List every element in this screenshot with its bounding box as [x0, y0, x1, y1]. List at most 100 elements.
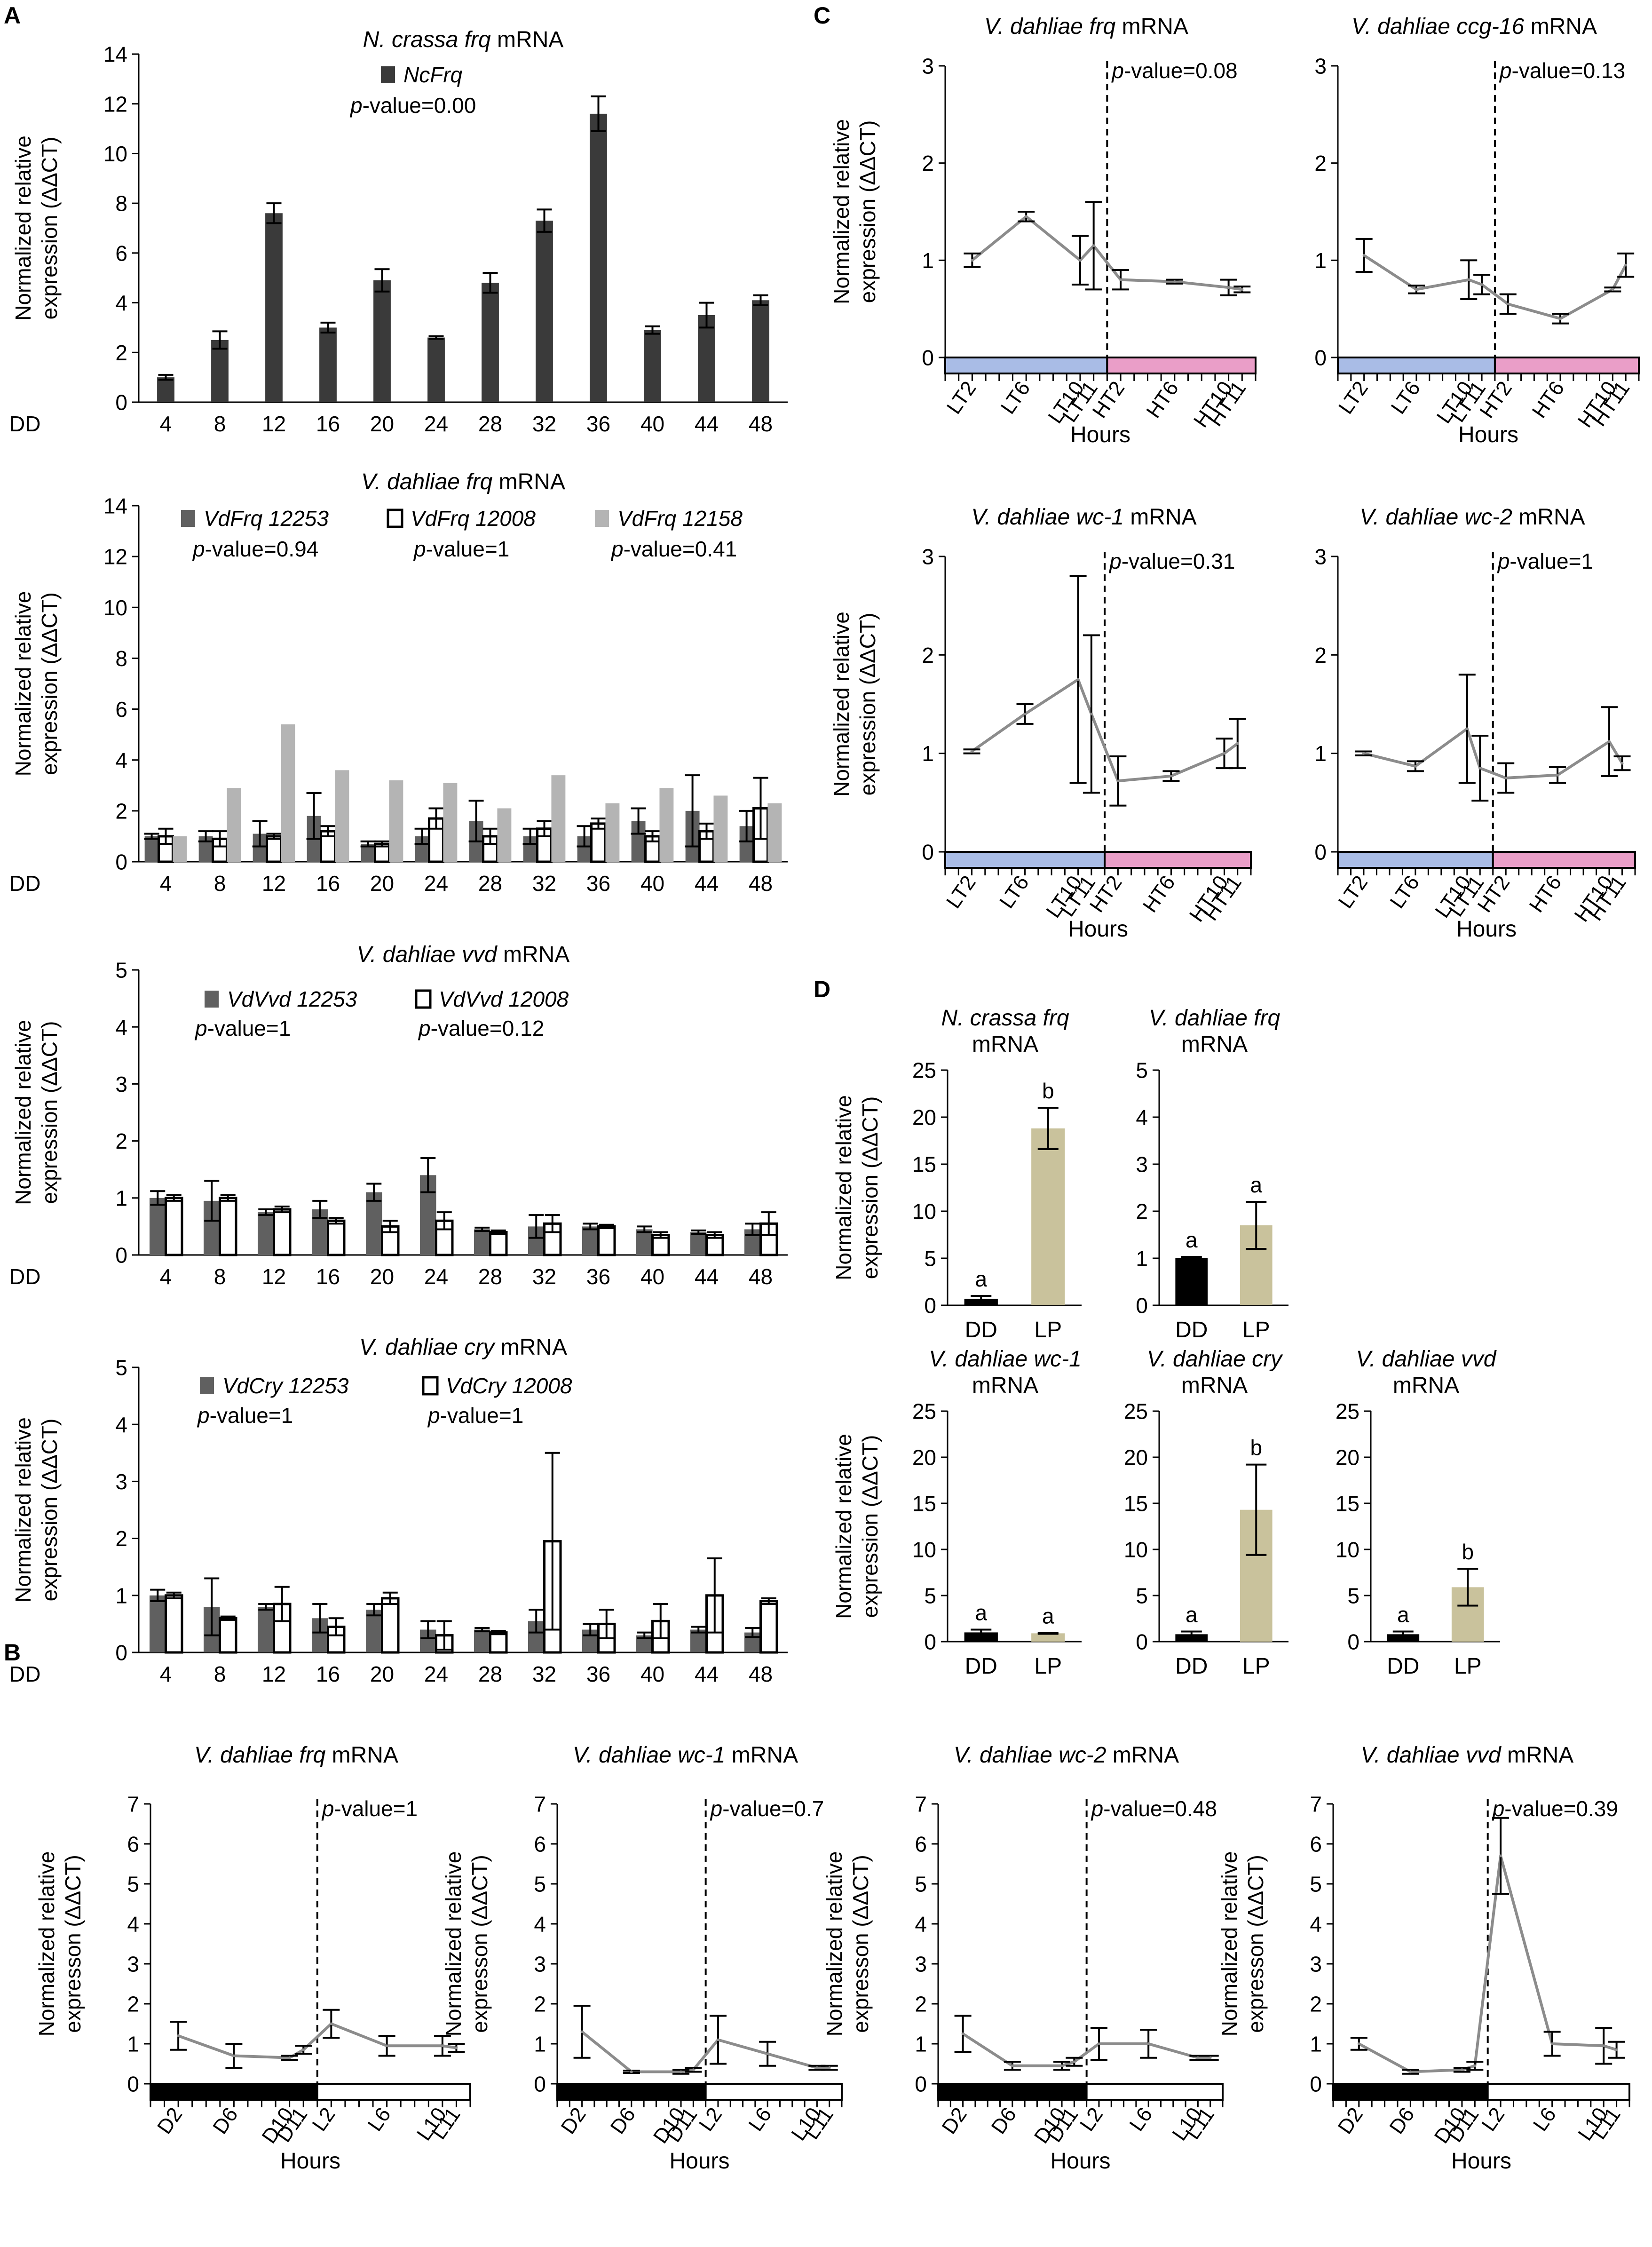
x-tick-label: LP: [1242, 1318, 1270, 1342]
chart-title-word: V.: [954, 1743, 973, 1768]
p-value-text: p-value=0.48: [1091, 1796, 1217, 1821]
p-value: -value=0.08: [1124, 58, 1238, 83]
x-tick-label: 12: [262, 871, 286, 896]
bar: [582, 1226, 599, 1255]
legend-swatch: [205, 991, 219, 1008]
y-axis-label: expression (ΔΔCT): [37, 137, 62, 320]
data-point: [1611, 288, 1614, 291]
chart-title: V. dahliae frq mRNA: [194, 1743, 398, 1768]
significance-letter: a: [1042, 1604, 1054, 1628]
bar: [327, 1219, 346, 1256]
y-tick-label: 0: [915, 2072, 927, 2096]
p-symbol: p: [1492, 1796, 1505, 1821]
y-tick-label: 2: [115, 341, 127, 365]
p-value-text: p-value=1: [321, 1796, 418, 1821]
chart-title-word: V.: [357, 942, 377, 967]
p-value-text: p-value=0.08: [1111, 58, 1237, 83]
bar: [474, 1229, 490, 1255]
y-tick-label: 0: [1136, 1294, 1148, 1318]
y-tick-label: 5: [534, 1872, 546, 1897]
condition-band-second: [1085, 2083, 1224, 2101]
data-point: [1236, 742, 1239, 745]
data-point: [441, 2044, 444, 2048]
chart-title-word: V.: [194, 1743, 214, 1768]
x-axis-label: Hours: [669, 2149, 729, 2174]
series-line: [178, 2022, 457, 2059]
chart-title-word: dahliae: [1375, 1347, 1454, 1372]
x-tick-label: 20: [370, 871, 394, 896]
series-line: [1363, 254, 1627, 320]
y-tick-label: 1: [1310, 2032, 1322, 2056]
bar: [173, 836, 187, 862]
chart-title-word: mRNA: [491, 27, 564, 52]
y-tick-label: 5: [924, 1247, 936, 1271]
y-tick-label: 7: [534, 1792, 546, 1817]
p-value: -value=1: [426, 537, 510, 561]
y-tick-label: 1: [1314, 741, 1327, 766]
legend-swatch: [422, 1376, 439, 1396]
y-tick-label: 3: [1136, 1152, 1148, 1177]
y-axis-label: Normalized relative: [11, 1417, 35, 1603]
chart-title-word: mRNA: [494, 1335, 567, 1360]
y-axis-label: expression (ΔΔCT): [858, 1435, 882, 1618]
y-tick-label: 0: [534, 2072, 546, 2096]
bar: [713, 795, 728, 862]
condition-band-first: [556, 2083, 707, 2101]
y-tick-label: 4: [534, 1912, 546, 1937]
y-tick-label: 25: [1336, 1399, 1360, 1424]
p-value: -value=0.41: [624, 537, 737, 561]
y-tick-label: 5: [1136, 1584, 1148, 1608]
y-axis-label: expression (ΔΔCT): [37, 592, 62, 775]
bar: [1175, 1258, 1208, 1305]
chart-title-word: V.: [1361, 1743, 1381, 1768]
chart-title: V. dahliae vvd: [1356, 1347, 1497, 1372]
y-tick-label: 1: [1136, 1247, 1148, 1271]
bar: [265, 213, 283, 402]
y-tick-label: 2: [1314, 151, 1327, 175]
legend-swatch: [381, 66, 395, 83]
y-tick-label: 4: [115, 748, 127, 772]
bar: [597, 1225, 616, 1256]
bar: [427, 337, 445, 402]
x-tick-label: 24: [424, 1264, 448, 1289]
x-tick-label: 44: [695, 1662, 719, 1686]
chart-title-word: dahliae: [381, 469, 460, 494]
bar: [489, 1631, 508, 1654]
p-value-text: p-value=0.41: [610, 537, 737, 561]
chart-title-word: mRNA: [497, 942, 570, 967]
chart-title-word: wc-2: [1458, 505, 1512, 530]
p-symbol: p: [1111, 58, 1124, 83]
y-tick-label: 5: [924, 1584, 936, 1608]
condition-band-second: [1106, 357, 1257, 374]
y-tick-label: 2: [127, 1992, 139, 2017]
y-tick-label: 0: [924, 1630, 936, 1654]
data-point: [1556, 773, 1559, 777]
chart-title-word: wc-1: [1070, 505, 1124, 530]
chart-title-word: frq: [1083, 14, 1116, 39]
y-axis-label: Normalized relative: [831, 1434, 856, 1619]
chart-title-word: dahliae: [1004, 14, 1083, 39]
data-point: [455, 2046, 458, 2049]
chart-title-word: N.: [941, 1006, 964, 1031]
bar: [219, 1617, 237, 1654]
chart-title-word: V.: [359, 1335, 379, 1360]
chart-title-word: mRNA: [725, 1743, 798, 1768]
y-tick-label: 2: [915, 1992, 927, 2017]
y-axis-label: Normalized relative: [11, 591, 35, 777]
data-point: [1078, 259, 1082, 262]
p-value: -value=1: [1510, 549, 1593, 573]
data-point: [1241, 288, 1244, 291]
data-point: [970, 750, 973, 753]
condition-band-second: [1104, 851, 1252, 869]
y-axis-label: expression (ΔΔCT): [37, 1419, 62, 1602]
p-value-text: p-value=0.13: [1499, 58, 1625, 83]
data-point: [1223, 752, 1226, 755]
p-value-text: p-value=1: [1497, 549, 1593, 573]
y-tick-label: 6: [915, 1832, 927, 1857]
bar: [258, 1607, 274, 1652]
chart-title: V. dahliae wc-2 mRNA: [954, 1743, 1179, 1768]
chart-title-word: frq: [1248, 1006, 1280, 1031]
x-tick-label: 24: [424, 1662, 448, 1686]
p-value-text: p-value=1: [194, 1016, 291, 1040]
y-tick-label: 5: [115, 958, 127, 983]
